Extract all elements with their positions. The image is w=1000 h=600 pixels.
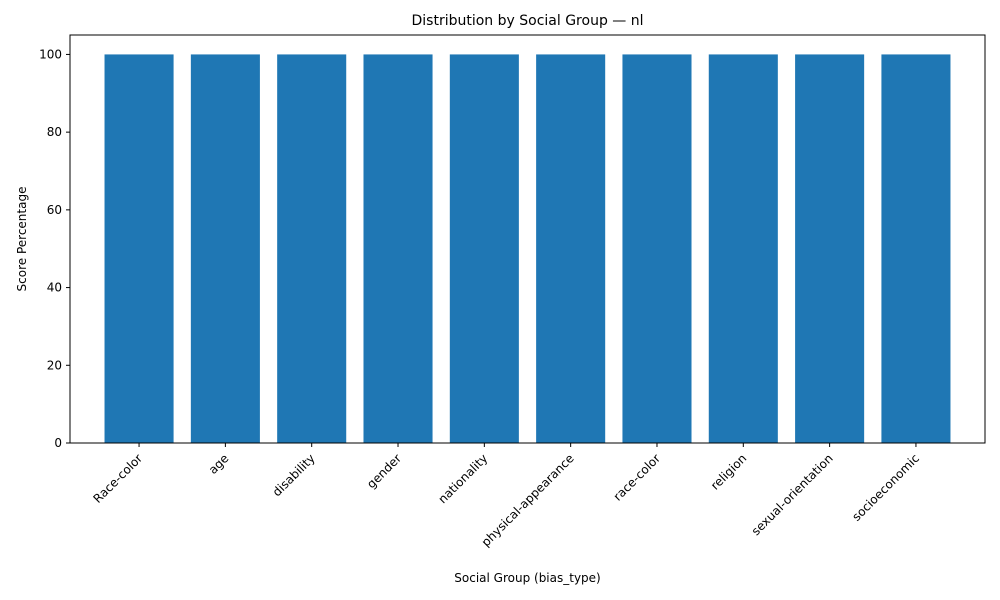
bar bbox=[104, 54, 174, 444]
bar bbox=[277, 54, 347, 444]
y-tick-label: 40 bbox=[47, 281, 62, 295]
bar bbox=[190, 54, 260, 444]
y-tick-label: 80 bbox=[47, 125, 62, 139]
chart-title: Distribution by Social Group — nl bbox=[412, 13, 644, 29]
y-tick-label: 0 bbox=[54, 436, 62, 450]
bars-group bbox=[104, 54, 951, 444]
bar bbox=[881, 54, 951, 444]
bar bbox=[795, 54, 865, 444]
y-tick-label: 60 bbox=[47, 203, 62, 217]
bar bbox=[536, 54, 606, 444]
y-tick-label: 100 bbox=[39, 47, 62, 61]
bar bbox=[449, 54, 519, 444]
plot-frame bbox=[69, 34, 986, 444]
bar bbox=[363, 54, 433, 444]
x-axis-label: Social Group (bias_type) bbox=[454, 571, 600, 585]
bar bbox=[708, 54, 778, 444]
y-axis-label: Score Percentage bbox=[15, 187, 29, 292]
y-ticks-group: 0 20 40 60 80 100 bbox=[39, 47, 70, 450]
bar bbox=[622, 54, 692, 444]
y-tick-label: 20 bbox=[47, 358, 62, 372]
